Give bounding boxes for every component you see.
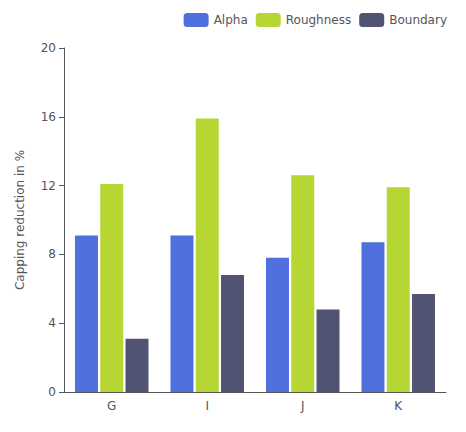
svg-text:K: K: [394, 399, 403, 413]
svg-text:8: 8: [48, 247, 56, 261]
svg-text:G: G: [107, 399, 116, 413]
svg-text:Boundary: Boundary: [389, 13, 447, 27]
svg-text:Alpha: Alpha: [214, 13, 248, 27]
svg-text:Roughness: Roughness: [286, 13, 351, 27]
svg-text:4: 4: [48, 316, 56, 330]
svg-text:20: 20: [41, 41, 56, 55]
svg-text:0: 0: [48, 385, 56, 399]
svg-text:J: J: [300, 399, 305, 413]
svg-text:I: I: [205, 399, 209, 413]
svg-text:16: 16: [41, 110, 56, 124]
svg-text:Capping reduction in %: Capping reduction in %: [13, 150, 27, 290]
svg-text:12: 12: [41, 179, 56, 193]
